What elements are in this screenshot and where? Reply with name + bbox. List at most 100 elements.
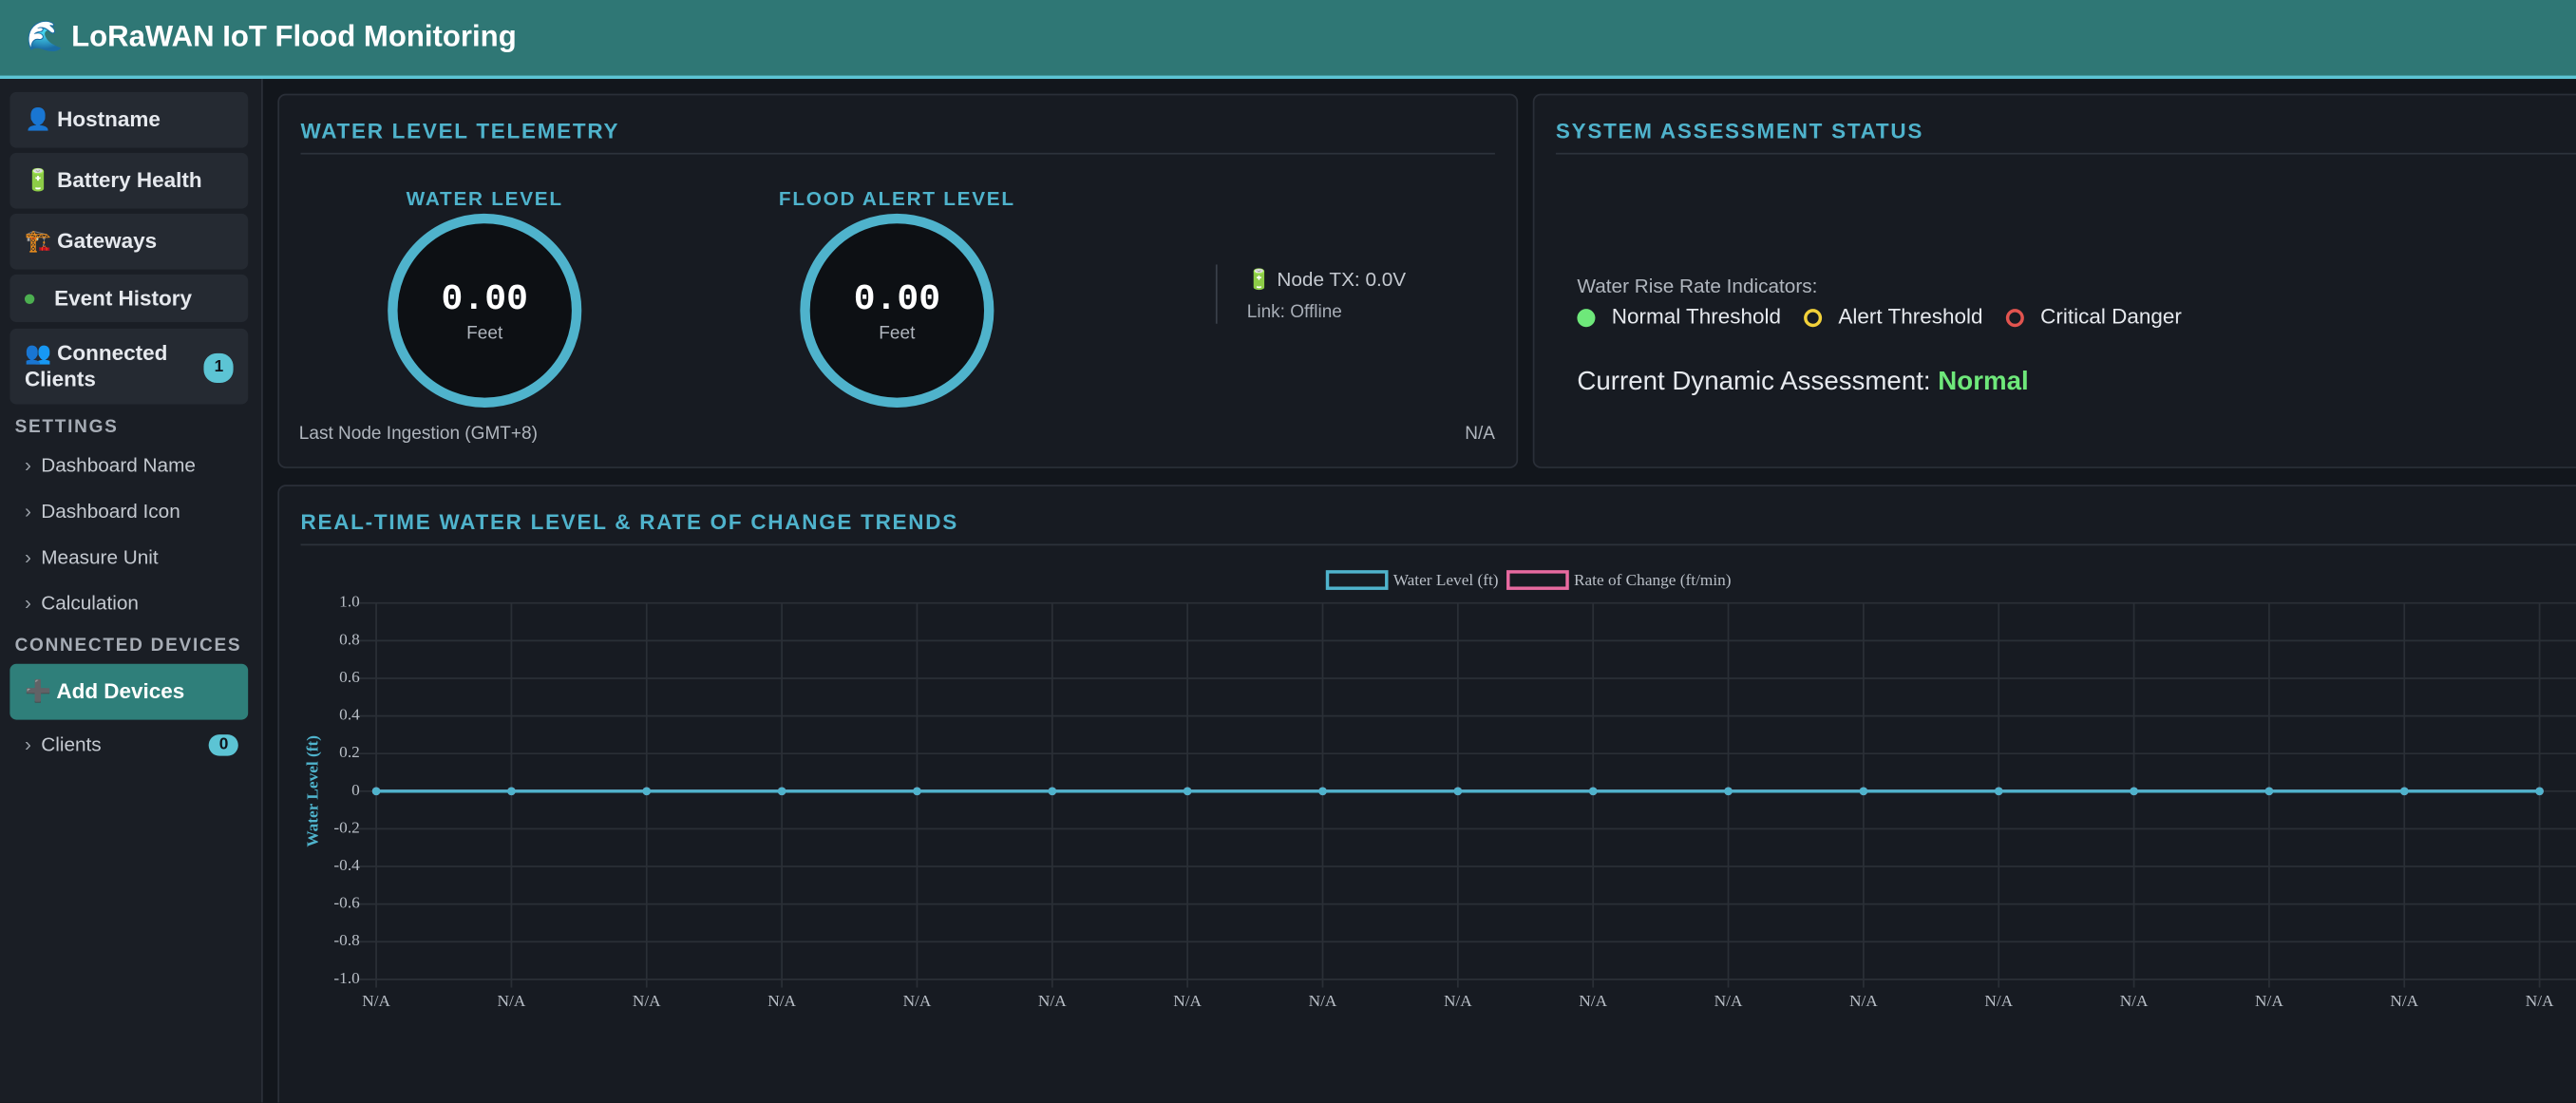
x-tick-label: N/A (633, 992, 661, 1010)
nav-label: 👤 Hostname (24, 106, 161, 132)
y-tick-label: 0.8 (339, 630, 360, 648)
assessment-label: Current Dynamic Assessment: (1577, 368, 1931, 396)
panel-title: WATER LEVEL TELEMETRY (300, 118, 620, 143)
x-tick-label: N/A (2255, 992, 2283, 1010)
divider (1215, 264, 1218, 324)
legend-swatch (1325, 570, 1389, 590)
point (371, 787, 381, 796)
point (2535, 787, 2544, 796)
y-tick-label: 0.4 (339, 706, 360, 724)
nav-label: Event History (54, 285, 193, 311)
point (507, 787, 516, 796)
node-tx: 🔋 Node TX: 0.0V (1246, 267, 1407, 292)
x-tick-label: N/A (1038, 992, 1067, 1010)
legend-label: Water Level (ft) (1393, 571, 1499, 589)
x-tick-label: N/A (1579, 992, 1607, 1010)
point (1453, 787, 1463, 796)
settings-item[interactable]: Dashboard Name (25, 453, 196, 476)
gauge-unit: Feet (879, 323, 916, 344)
x-tick-label: N/A (1984, 992, 2013, 1010)
add-devices-button[interactable]: ➕ Add Devices (9, 663, 249, 720)
x-tick-label: N/A (1849, 992, 1878, 1010)
point (642, 787, 652, 796)
gauge: 0.00 Feet (388, 213, 582, 408)
point (777, 787, 786, 796)
gauge-value: 0.00 (441, 279, 528, 321)
clients-item[interactable]: Clients 0 (25, 732, 238, 756)
nav-item[interactable]: 👥 Connected Clients 1 (9, 328, 249, 405)
link-status: Link: Offline (1246, 302, 1342, 323)
gauge-value: 0.00 (853, 279, 941, 321)
point (1183, 787, 1192, 796)
ingestion-value: N/A (1465, 424, 1495, 444)
section-title: CONNECTED DEVICES (14, 636, 242, 656)
x-tick-label: N/A (767, 992, 796, 1010)
nav-label: 🏗️ Gateways (24, 228, 158, 254)
settings-item[interactable]: Measure Unit (25, 545, 158, 568)
indicator-dot (2005, 309, 2024, 328)
button-label: ➕ Add Devices (24, 678, 185, 704)
nav-item[interactable]: 🏗️ Gateways (9, 213, 249, 270)
panel-title: REAL-TIME WATER LEVEL & RATE OF CHANGE T… (300, 509, 958, 535)
y-tick-label: -0.8 (333, 931, 359, 949)
settings-item[interactable]: Calculation (25, 592, 139, 615)
y-tick-label: -1.0 (333, 969, 359, 987)
point (1724, 787, 1733, 796)
badge: 1 (204, 352, 234, 383)
badge: 0 (209, 734, 238, 756)
point (1994, 787, 2003, 796)
point (2264, 787, 2274, 796)
point (1859, 787, 1868, 796)
point (2399, 787, 2409, 796)
gauge-label: WATER LEVEL (406, 187, 563, 211)
assessment-panel: SYSTEM ASSESSMENT STATUS Water Rise Rate… (1532, 93, 2576, 468)
gauge: 0.00 Feet (800, 213, 994, 408)
y-tick-label: 0.2 (339, 743, 360, 761)
y-axis-label: Water Level (ft) (303, 735, 321, 847)
clients-label: Clients (41, 732, 102, 756)
legend-swatch (1506, 570, 1569, 590)
header: 🌊 LoRaWAN IoT Flood Monitoring (0, 0, 2576, 80)
nav-label: 👥 Connected Clients (24, 340, 168, 391)
y-tick-label: -0.6 (333, 894, 360, 912)
gauge-label: FLOOD ALERT LEVEL (778, 187, 1015, 211)
y-tick-label: 0 (351, 781, 360, 799)
nav-label: 🔋 Battery Health (24, 167, 202, 193)
indicators-label: Water Rise Rate Indicators: (1577, 274, 1818, 298)
legend-label: Rate of Change (ft/min) (1574, 571, 1732, 589)
x-tick-label: N/A (362, 992, 390, 1010)
app-title: 🌊 LoRaWAN IoT Flood Monitoring (26, 19, 517, 53)
settings-item[interactable]: Dashboard Icon (25, 500, 180, 523)
x-tick-label: N/A (498, 992, 526, 1010)
divider (300, 543, 2576, 546)
indicator-dot (1804, 309, 1823, 328)
telemetry-panel: WATER LEVEL TELEMETRY WATER LEVEL 0.00 Fe… (277, 93, 1519, 468)
point (1318, 787, 1327, 796)
nav-item[interactable]: 👤 Hostname (9, 91, 249, 148)
x-tick-label: N/A (2120, 992, 2149, 1010)
gauge-unit: Feet (466, 323, 503, 344)
trend-panel: REAL-TIME WATER LEVEL & RATE OF CHANGE T… (277, 485, 2576, 1103)
nav-item[interactable]: Event History (9, 274, 249, 323)
x-tick-label: N/A (2526, 992, 2554, 1010)
panel-title: SYSTEM ASSESSMENT STATUS (1555, 118, 1924, 143)
divider (300, 152, 1495, 155)
indicator-label: Critical Danger (2040, 303, 2182, 329)
x-tick-label: N/A (1714, 992, 1743, 1010)
x-tick-label: N/A (1309, 992, 1337, 1010)
y-tick-label: 1.0 (339, 593, 360, 611)
y-tick-label: -0.2 (333, 818, 359, 836)
point (913, 787, 921, 796)
assessment-line: Current Dynamic Assessment: Normal (1577, 368, 2028, 397)
section-title: SETTINGS (14, 417, 119, 438)
point (1048, 787, 1057, 796)
indicator-label: Normal Threshold (1611, 303, 1782, 329)
x-tick-label: N/A (1173, 992, 1202, 1010)
x-tick-label: N/A (2390, 992, 2418, 1010)
nav-item[interactable]: 🔋 Battery Health (9, 152, 249, 209)
y-tick-label: -0.4 (333, 856, 360, 874)
point (1588, 787, 1598, 796)
